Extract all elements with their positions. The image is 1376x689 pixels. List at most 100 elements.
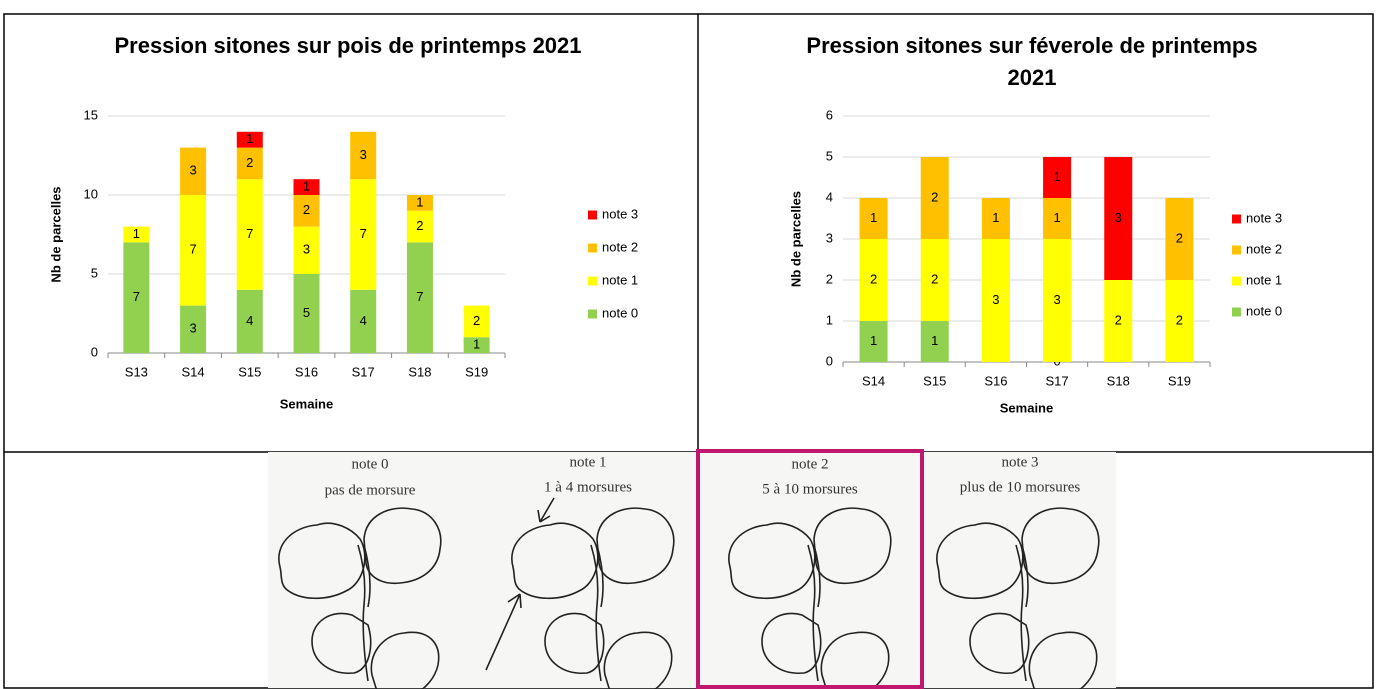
y-tick-label: 3 — [826, 230, 833, 245]
data-label: 7 — [133, 289, 140, 304]
bar-segment — [1165, 198, 1194, 280]
data-label: 1 — [416, 194, 423, 209]
data-label: 3 — [992, 292, 999, 307]
bar-segment — [859, 198, 888, 239]
bar-segment — [463, 337, 490, 353]
legend-swatch — [1232, 214, 1241, 224]
bar-segment — [981, 198, 1010, 239]
data-label: 2 — [870, 271, 877, 286]
x-tick-label: S19 — [465, 364, 488, 379]
data-label: 2 — [1176, 230, 1183, 245]
bar-segment — [1104, 157, 1133, 280]
illustration-background — [268, 452, 1116, 688]
data-label: 1 — [870, 210, 877, 225]
x-tick-label: S15 — [238, 364, 261, 379]
y-tick-label: 15 — [84, 107, 98, 122]
data-label: 2 — [473, 313, 480, 328]
x-axis-label: Semaine — [280, 396, 333, 411]
x-tick-label: S18 — [1107, 373, 1130, 388]
x-tick-label: S13 — [125, 364, 148, 379]
data-label: 3 — [360, 147, 367, 162]
data-label: 1 — [303, 179, 310, 194]
x-tick-label: S14 — [182, 364, 205, 379]
legend-label: note 3 — [1246, 210, 1282, 225]
data-label: 4 — [360, 313, 367, 328]
legend-swatch — [1232, 276, 1241, 286]
y-tick-label: 10 — [84, 186, 98, 201]
data-label: 3 — [1053, 292, 1060, 307]
bar-segment — [920, 157, 949, 239]
data-label: 3 — [303, 242, 310, 257]
x-axis-label: Semaine — [1000, 400, 1053, 415]
bar-segment — [293, 195, 320, 227]
y-tick-label: 5 — [91, 265, 98, 280]
data-label: 2 — [303, 202, 310, 217]
legend-swatch — [588, 276, 597, 286]
data-label: 5 — [303, 305, 310, 320]
bar-segment — [180, 147, 207, 195]
data-label: 2 — [246, 155, 253, 170]
legend-swatch — [1232, 307, 1241, 317]
panel-title: note 3 — [1001, 454, 1038, 470]
bar-segment — [236, 289, 263, 353]
bar-segment — [859, 321, 888, 362]
bar-segment — [236, 179, 263, 290]
data-label: 7 — [360, 226, 367, 241]
y-tick-label: 4 — [826, 189, 833, 204]
bar-segment — [859, 239, 888, 321]
bar-segment — [1104, 280, 1133, 362]
legend-label: note 3 — [602, 206, 638, 221]
y-tick-label: 1 — [826, 312, 833, 327]
legend-label: note 2 — [602, 239, 638, 254]
highlight-frame — [696, 449, 924, 689]
data-label: 2 — [416, 218, 423, 233]
bar-segment — [1043, 239, 1072, 362]
data-label: 7 — [416, 289, 423, 304]
panel-caption: pas de morsure — [325, 482, 416, 498]
data-label: 4 — [246, 313, 253, 328]
data-label: 1 — [246, 131, 253, 146]
bar-segment — [123, 242, 150, 353]
panel-caption: plus de 10 morsures — [960, 479, 1081, 495]
legend-label: note 2 — [1246, 241, 1282, 256]
bar-segment — [920, 239, 949, 321]
y-tick-label: 5 — [826, 148, 833, 163]
bar-segment — [236, 131, 263, 148]
data-label: 1 — [473, 337, 480, 352]
bar-segment — [1043, 198, 1072, 239]
data-label: 1 — [870, 333, 877, 348]
bar-segment — [981, 239, 1010, 362]
x-tick-label: S18 — [408, 364, 431, 379]
chart-title: Pression sitones sur pois de printemps 2… — [114, 33, 582, 58]
bar-segment — [293, 179, 320, 195]
bar-segment — [350, 289, 377, 353]
y-tick-label: 0 — [91, 344, 98, 359]
data-label: 1 — [1053, 210, 1060, 225]
arrows — [485, 497, 555, 671]
y-tick-label: 0 — [826, 353, 833, 368]
data-label: 2 — [931, 189, 938, 204]
x-tick-label: S17 — [1046, 373, 1069, 388]
x-tick-label: S17 — [352, 364, 375, 379]
legend-label: note 1 — [602, 272, 638, 287]
legend-swatch — [588, 309, 597, 319]
y-tick-label: 6 — [826, 107, 833, 122]
panel-caption: 5 à 10 morsures — [762, 481, 858, 497]
x-tick-label: S14 — [862, 373, 885, 388]
bar-segment — [406, 242, 433, 353]
data-label: 7 — [246, 226, 253, 241]
data-label: 3 — [189, 163, 196, 178]
bar-segment — [123, 226, 150, 243]
panel-title: note 0 — [351, 456, 388, 472]
y-axis-label: Nb de parcelles — [788, 191, 803, 287]
legend-swatch — [588, 243, 597, 253]
panel-caption: 1 à 4 morsures — [544, 479, 632, 495]
x-tick-label: S19 — [1168, 373, 1191, 388]
bar-segment — [920, 321, 949, 362]
legend-label: note 0 — [602, 305, 638, 320]
y-tick-label: 2 — [826, 271, 833, 286]
data-label: 1 — [931, 333, 938, 348]
legend-label: note 1 — [1246, 272, 1282, 287]
